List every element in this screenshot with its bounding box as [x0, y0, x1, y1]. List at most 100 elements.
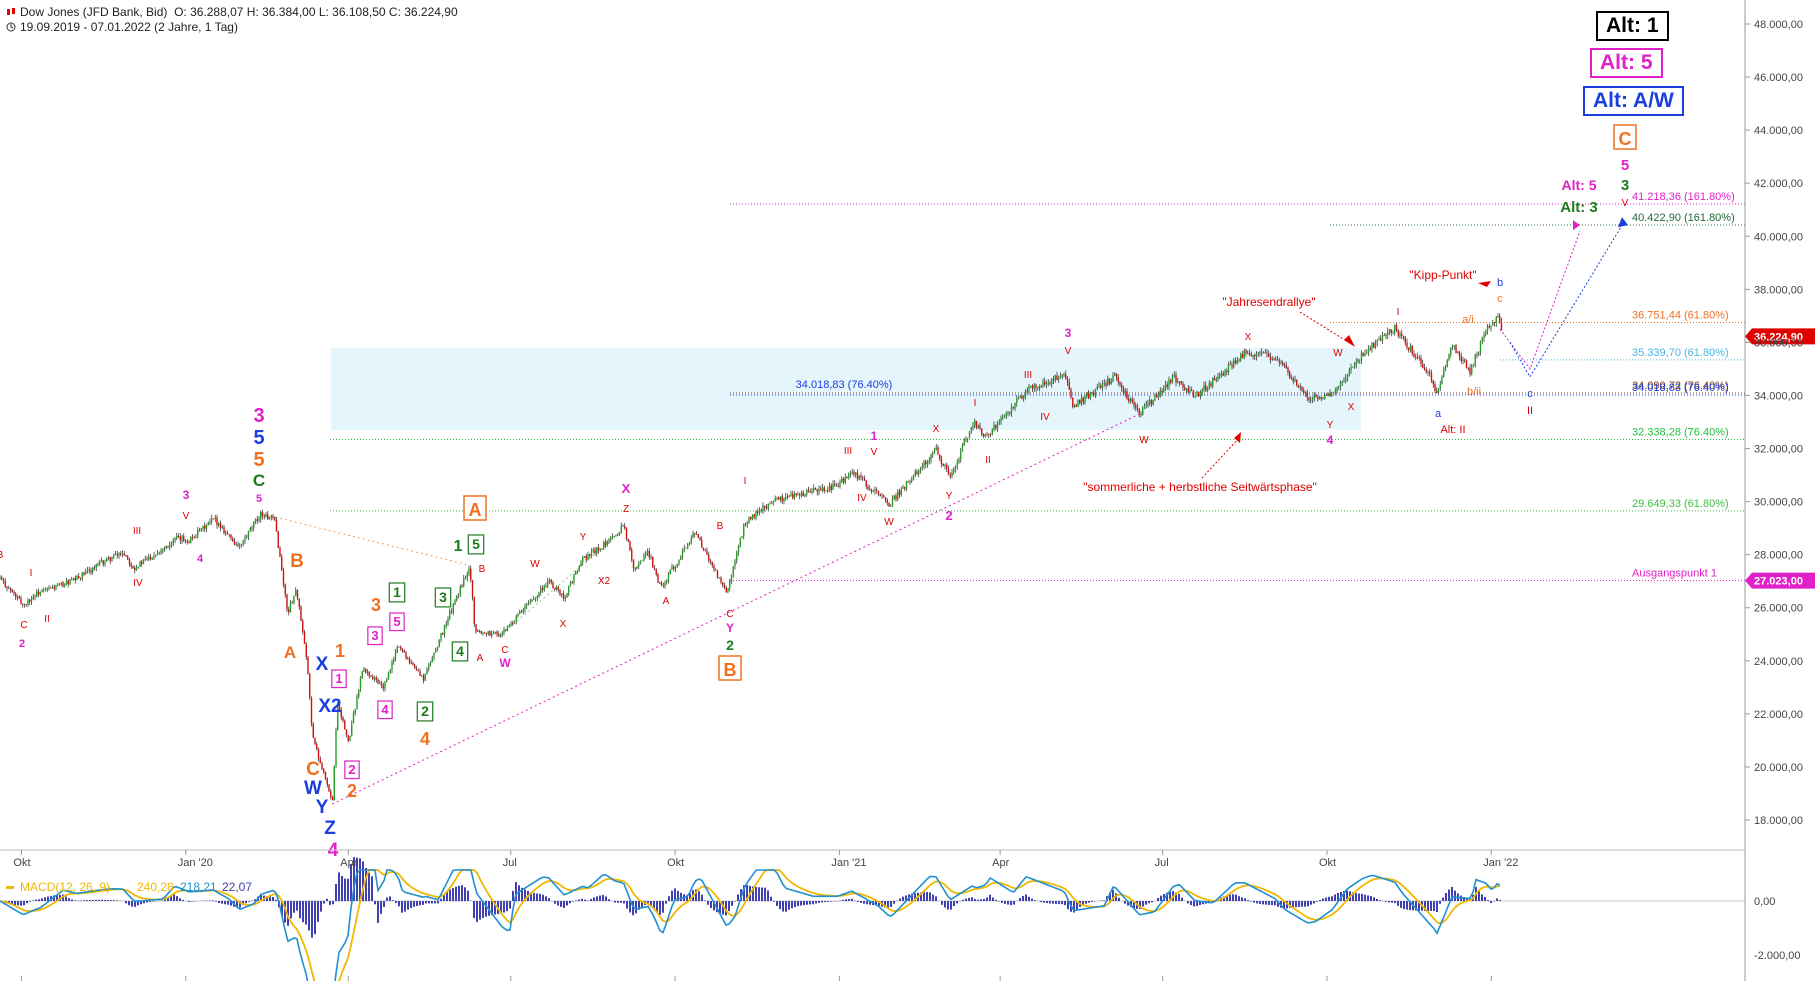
macd-histogram-bar — [635, 901, 637, 914]
macd-histogram-bar — [1262, 901, 1264, 905]
candle-body — [419, 671, 421, 676]
wave-label: 3 — [1621, 177, 1629, 194]
candle-body — [225, 532, 227, 534]
wave-label: W — [304, 778, 322, 799]
macd-histogram-bar — [1295, 901, 1297, 908]
candle-body — [1215, 378, 1217, 381]
candle-body — [667, 574, 670, 581]
candle-body — [170, 542, 173, 546]
candle-body — [622, 526, 624, 527]
candle-body — [97, 563, 99, 565]
macd-tick-label: 0,00 — [1754, 896, 1775, 908]
macd-histogram-bar — [1046, 901, 1048, 904]
candle-body — [1142, 408, 1144, 415]
candle-body — [792, 493, 794, 499]
candle-body — [93, 567, 96, 569]
wave-label: 2 — [726, 637, 734, 653]
chart-candle-icon — [6, 6, 16, 16]
candle-body — [293, 595, 295, 604]
candle-body — [632, 559, 635, 569]
macd-histogram-bar — [869, 901, 871, 905]
candle-body — [965, 438, 967, 441]
candle-body — [1283, 364, 1286, 366]
candle-body — [939, 454, 941, 460]
macd-histogram-bar — [1499, 900, 1501, 901]
candle-body — [333, 766, 335, 801]
macd-histogram-bar — [218, 901, 220, 903]
macd-histogram-bar — [272, 897, 274, 901]
wave-label: I — [744, 476, 747, 487]
macd-histogram-bar — [389, 896, 391, 901]
macd-histogram-bar — [581, 898, 583, 901]
candle-body — [555, 586, 558, 590]
candle-body — [1086, 393, 1088, 397]
macd-histogram-bar — [287, 901, 289, 926]
macd-histogram-bar — [1022, 895, 1024, 901]
alt-aw-box: Alt: A/W — [1583, 86, 1684, 116]
macd-histogram-bar — [758, 887, 760, 901]
candle-body — [312, 723, 314, 738]
candle-body — [205, 524, 208, 529]
macd-histogram-bar — [137, 901, 139, 906]
candle-body — [1369, 348, 1371, 350]
macd-histogram-bar — [707, 901, 709, 905]
wave-label: 2 — [347, 781, 357, 801]
candle-body — [690, 537, 692, 544]
wave-label: X2 — [598, 576, 611, 587]
candle-body — [1345, 378, 1347, 382]
macd-histogram-bar — [1073, 901, 1075, 913]
macd-histogram-bar — [1355, 892, 1357, 901]
candle-body — [615, 535, 617, 537]
macd-histogram-bar — [377, 901, 379, 923]
candle-body — [1404, 337, 1406, 343]
candle-body — [1359, 360, 1361, 361]
candle-body — [711, 562, 713, 566]
candle-body — [414, 664, 416, 669]
candle-body — [1374, 341, 1377, 348]
macd-histogram-bar — [1454, 890, 1456, 901]
candle-body — [137, 567, 139, 568]
candle-body — [804, 494, 806, 497]
candle-body — [1117, 376, 1119, 383]
candle-body — [158, 552, 160, 554]
candle-body — [979, 425, 981, 429]
candle-body — [1, 577, 3, 580]
candle-body — [177, 535, 180, 537]
candle-body — [148, 556, 150, 560]
candle-body — [664, 582, 666, 587]
macd-histogram-bar — [1316, 901, 1318, 902]
macd-histogram-bar — [365, 867, 367, 901]
macd-histogram-bar — [875, 901, 877, 906]
candle-body — [1031, 385, 1034, 389]
candle-body — [783, 498, 785, 502]
candle-body — [1005, 412, 1007, 416]
macd-histogram-bar — [1160, 895, 1162, 901]
macd-histogram-bar — [413, 901, 415, 907]
macd-histogram-bar — [356, 857, 358, 901]
wave-label: 5 — [472, 536, 480, 552]
candle-body — [1380, 338, 1382, 341]
candle-body — [1324, 395, 1326, 399]
macd-histogram-bar — [1286, 901, 1288, 909]
candle-body — [1294, 379, 1296, 382]
macd-histogram-bar — [941, 901, 943, 905]
macd-histogram-bar — [1082, 901, 1084, 906]
candle-body — [375, 677, 377, 680]
macd-histogram-bar — [236, 901, 238, 908]
candle-body — [1114, 373, 1116, 376]
candle-body — [529, 601, 531, 603]
fib-level-label: 41.218,36 (161.80%) — [1632, 191, 1735, 203]
candle-body — [1180, 381, 1182, 384]
candle-body — [162, 548, 164, 551]
candle-body — [862, 477, 864, 479]
candle-body — [1129, 399, 1132, 402]
candle-body — [753, 514, 755, 518]
candle-body — [1070, 389, 1072, 398]
candle-body — [981, 428, 983, 435]
candle-body — [858, 475, 860, 480]
candle-body — [543, 585, 545, 590]
macd-histogram-bar — [62, 894, 64, 901]
macd-histogram-bar — [1010, 901, 1012, 906]
candle-body — [961, 444, 964, 452]
macd-histogram-bar — [1148, 901, 1150, 904]
